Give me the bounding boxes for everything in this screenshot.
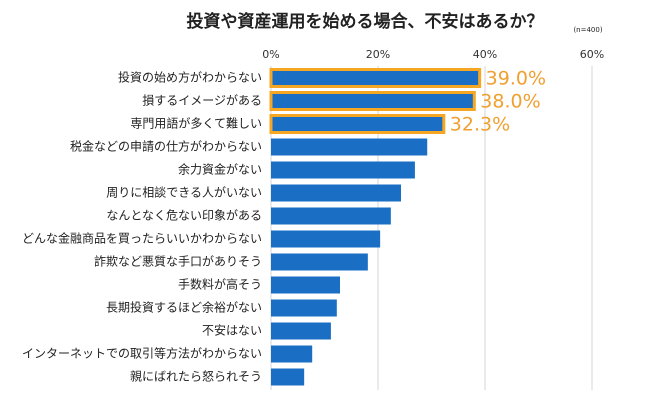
bar <box>271 138 428 156</box>
bar <box>271 299 337 317</box>
y-tick-label: 長期投資するほど余裕がない <box>106 300 262 315</box>
y-tick-label: 手数料が高そう <box>178 277 262 292</box>
bar <box>271 230 381 248</box>
chart-subtitle: (n=400) <box>573 26 602 34</box>
value-label: 38.0% <box>480 91 540 113</box>
x-tick-label: 60% <box>580 48 604 61</box>
y-tick-label: 専門用語が多くて難しい <box>130 116 262 131</box>
x-tick-label: 40% <box>473 48 497 61</box>
y-tick-label: 周りに相談できる人がいない <box>106 185 262 200</box>
y-tick-label: 不安はない <box>202 323 262 338</box>
y-tick-label: 親にばれたら怒られそう <box>130 369 262 384</box>
y-tick-label: どんな金融商品を買ったらいいかわからない <box>22 231 262 246</box>
value-label: 39.0% <box>486 68 546 90</box>
y-tick-label: なんとなく危ない印象がある <box>106 208 262 223</box>
bar <box>271 161 415 179</box>
bar <box>269 91 476 111</box>
bar <box>271 368 305 386</box>
bar <box>271 207 391 225</box>
bar <box>271 322 331 340</box>
y-tick-label: 詐欺など悪質な手口がありそう <box>94 254 262 269</box>
bar <box>271 253 368 271</box>
y-tick-label: 余力資金がない <box>178 162 262 177</box>
bar <box>269 114 446 134</box>
y-tick-label: 損するイメージがある <box>142 93 262 108</box>
x-tick-label: 0% <box>262 48 279 61</box>
x-tick-label: 20% <box>366 48 390 61</box>
y-tick-label: 税金などの申請の仕方がわからない <box>70 139 262 154</box>
bar <box>271 345 313 363</box>
bar <box>271 276 341 294</box>
y-tick-label: インターネットでの取引等方法がわからない <box>22 346 262 361</box>
y-tick-label: 投資の始め方がわからない <box>118 70 262 85</box>
value-label: 32.3% <box>450 114 510 136</box>
bar <box>269 68 482 88</box>
bar <box>271 184 402 202</box>
chart-title: 投資や資産運用を始める場合、不安はあるか？ <box>187 11 544 32</box>
